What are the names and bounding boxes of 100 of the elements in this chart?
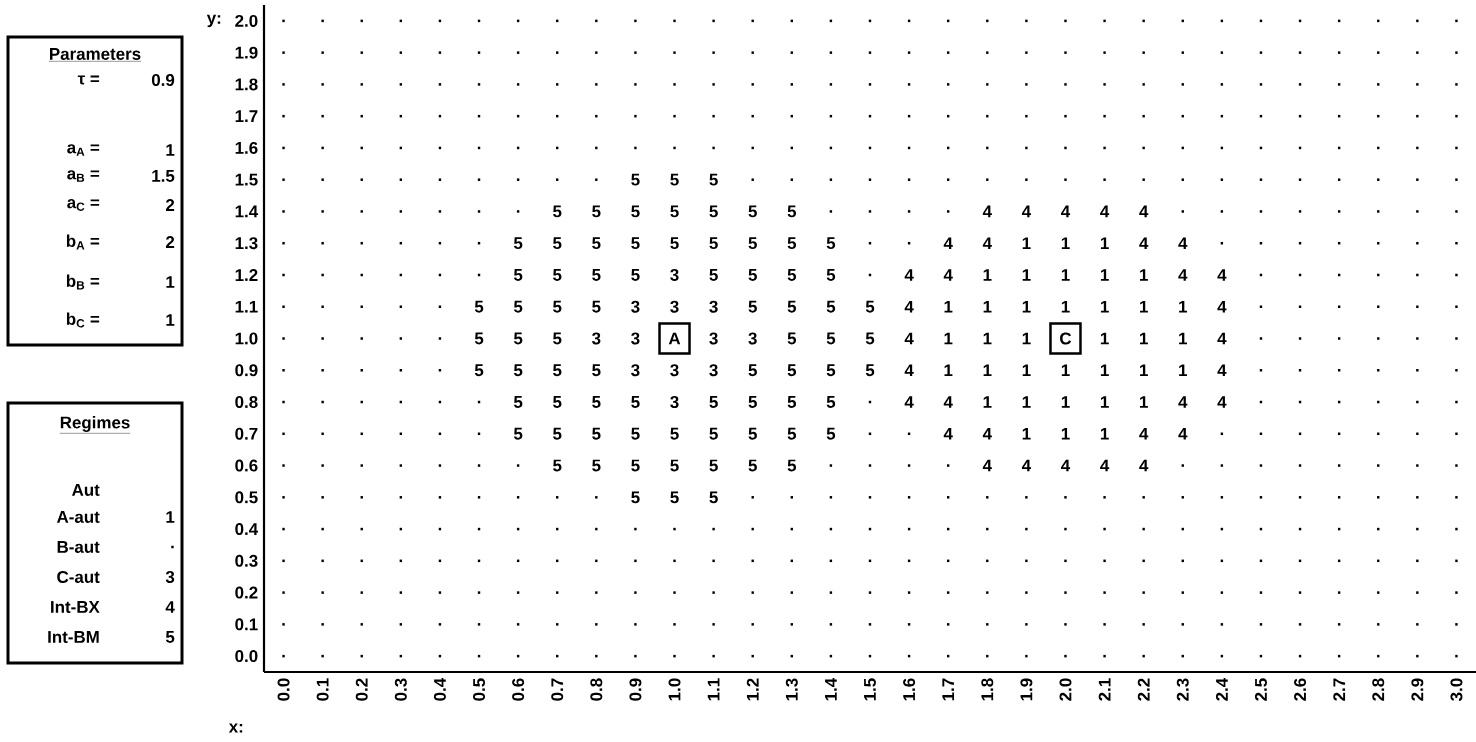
x-tick-label: 0.5 <box>473 678 486 701</box>
data-label: 1 <box>1061 396 1070 408</box>
y-tick-label: 1.7 <box>235 110 258 122</box>
text: . <box>438 654 442 658</box>
text: . <box>282 464 285 467</box>
text: . <box>634 114 637 118</box>
text: . <box>1455 241 1458 245</box>
data-label: 1 <box>1140 269 1148 281</box>
text: . <box>1220 654 1224 658</box>
text: a$_{A}$ = <box>67 144 100 156</box>
text: . <box>1025 51 1028 54</box>
data-label: 5 <box>553 364 562 377</box>
text: . <box>282 178 285 181</box>
text: . <box>438 83 442 86</box>
y-tick-label: 0.7 <box>235 427 258 440</box>
data-label: 1 <box>1100 427 1109 440</box>
data-label: 1 <box>983 396 992 408</box>
text: . <box>399 273 403 277</box>
data-label: 4 <box>1178 237 1188 250</box>
text: . <box>595 527 598 531</box>
text: . <box>868 496 872 499</box>
text: . <box>673 623 676 626</box>
data-label: 5 <box>787 300 797 313</box>
text: C-aut <box>57 571 100 583</box>
text: . <box>829 559 833 563</box>
text: . <box>1259 305 1263 308</box>
text: . <box>595 591 598 594</box>
text: . <box>1455 337 1458 340</box>
data-label: 4 <box>982 459 992 472</box>
text: . <box>595 654 598 658</box>
text: . <box>1298 527 1302 531</box>
text: . <box>1455 114 1458 118</box>
data-label: 1 <box>1100 237 1109 250</box>
data-label: 5 <box>631 427 640 440</box>
text: . <box>1298 559 1302 563</box>
text: . <box>986 178 989 181</box>
text: . <box>1377 559 1380 563</box>
text: b$_{A}$ = <box>66 234 100 250</box>
text: . <box>1103 559 1106 563</box>
annotation: C <box>1060 332 1072 345</box>
text: . <box>868 623 872 626</box>
data-label: 3 <box>631 300 640 313</box>
text: . <box>1416 369 1419 372</box>
text: . <box>1181 146 1184 150</box>
text: . <box>360 337 363 340</box>
y-tick-label: 1.9 <box>235 46 258 59</box>
text: . <box>321 178 324 181</box>
data-label: 1 <box>1179 332 1188 345</box>
text: . <box>438 114 442 118</box>
text: . <box>946 654 950 658</box>
text: . <box>829 210 833 213</box>
y-tick-label: 1.6 <box>235 141 258 154</box>
text: . <box>1337 591 1341 594</box>
data-label: 1 <box>983 364 992 377</box>
text: . <box>360 496 363 499</box>
text: . <box>438 210 442 213</box>
text: . <box>438 51 442 54</box>
text: . <box>829 591 833 594</box>
text: . <box>595 146 598 150</box>
text: . <box>751 496 754 499</box>
text: . <box>868 527 872 531</box>
text: . <box>1337 496 1341 499</box>
text: . <box>1142 114 1145 118</box>
text: . <box>282 114 285 118</box>
text: . <box>907 496 911 499</box>
y-axis-title: y: <box>206 14 221 28</box>
text: . <box>946 178 950 181</box>
text: Parameters <box>50 48 141 60</box>
text: . <box>1416 591 1419 594</box>
data-label: 5 <box>865 364 875 377</box>
text: . <box>1064 51 1067 54</box>
text: . <box>907 464 911 467</box>
text: . <box>321 527 324 531</box>
text: . <box>790 496 793 499</box>
text: . <box>986 591 989 594</box>
y-tick-label: 1.3 <box>235 237 258 250</box>
text: . <box>1142 51 1145 54</box>
text: . <box>595 559 598 563</box>
data-label: 4 <box>1139 205 1149 218</box>
text: . <box>1181 496 1184 499</box>
text: . <box>399 83 403 86</box>
text: . <box>438 305 442 308</box>
text: . <box>673 51 676 54</box>
text: . <box>829 19 833 23</box>
text: . <box>1416 178 1419 181</box>
text: . <box>1025 146 1028 150</box>
data-label: 4 <box>1217 364 1227 377</box>
text: . <box>673 146 676 150</box>
data-label: 1 <box>1022 332 1031 345</box>
text: . <box>1377 654 1380 658</box>
text: . <box>438 623 442 626</box>
text: . <box>1337 527 1341 531</box>
text: . <box>1181 19 1184 23</box>
data-label: 1 <box>1179 300 1188 313</box>
text: . <box>790 19 793 23</box>
x-tick-label: 0.4 <box>433 677 446 701</box>
y-tick-label: 1.4 <box>235 205 259 218</box>
text: . <box>360 178 363 181</box>
text: . <box>1298 623 1302 626</box>
text: . <box>1455 19 1458 23</box>
